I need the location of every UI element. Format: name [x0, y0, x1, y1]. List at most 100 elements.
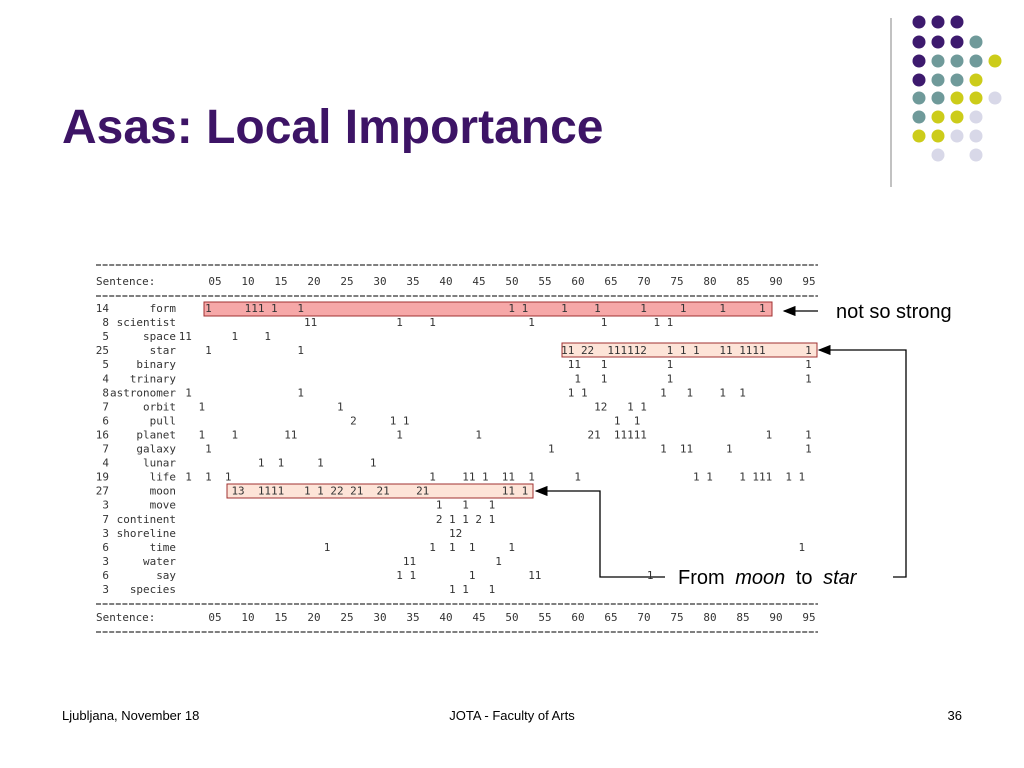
header-column: 10: [241, 611, 254, 624]
row-count: 27: [96, 485, 109, 498]
row-count: 3: [102, 527, 109, 540]
row-count: 8: [102, 386, 109, 399]
header-column: 95: [802, 275, 815, 288]
row-marks: 12: [179, 527, 463, 540]
slide-title: Asas: Local Importance: [62, 101, 604, 154]
row-word: galaxy: [136, 443, 176, 456]
row-marks: 11 1 1: [179, 330, 271, 343]
row-word: scientist: [117, 316, 176, 329]
link-text: From: [678, 567, 725, 589]
row-count: 25: [96, 344, 109, 357]
header-column: 85: [736, 275, 749, 288]
row-marks: 11 1 1 1: [179, 358, 812, 371]
row-marks: 1 1 12 1 1: [179, 400, 647, 413]
header-column: 75: [670, 611, 683, 624]
row-count: 6: [102, 569, 109, 582]
header-column: 40: [439, 275, 452, 288]
row-word: moon: [150, 485, 176, 498]
header-column: 95: [802, 611, 815, 624]
header-column: 65: [604, 275, 617, 288]
row-marks: 2 1 1 1 1: [179, 414, 641, 427]
row-word: move: [150, 499, 176, 512]
header-column: 60: [571, 611, 584, 624]
header-column: 75: [670, 275, 683, 288]
link-text: moon: [735, 567, 785, 589]
header-column: 85: [736, 611, 749, 624]
annotation-link: From moon to star: [678, 567, 858, 589]
row-count: 14: [96, 302, 110, 315]
row-count: 7: [102, 443, 109, 456]
row-count: 8: [102, 316, 109, 329]
header-column: 35: [406, 611, 419, 624]
row-marks: 2 1 1 2 1: [179, 513, 496, 526]
row-count: 4: [102, 457, 109, 470]
header-label: Sentence:: [96, 275, 155, 288]
row-word: species: [130, 583, 176, 596]
row-word: shoreline: [117, 527, 176, 540]
row-word: astronomer: [110, 386, 176, 399]
row-marks: 11 1: [179, 555, 502, 568]
header-column: 40: [439, 611, 452, 624]
row-count: 19: [96, 471, 109, 484]
row-marks: 1 1 11 22 111112 1 1 1 11 1111 1: [179, 344, 812, 357]
header-column: 50: [505, 611, 518, 624]
row-marks: 1 1 1 1 11 1 11 1 1 1 1 1 111 1 1: [179, 471, 805, 484]
header-column: 15: [274, 275, 287, 288]
header-column: 15: [274, 611, 287, 624]
connectors: [534, 305, 907, 578]
row-count: 7: [102, 400, 109, 413]
row-count: 6: [102, 414, 109, 427]
row-marks: 1 1 1: [179, 583, 496, 596]
header-column: 80: [703, 275, 716, 288]
row-marks: 1 1 1 1 1 1 1 1: [179, 386, 746, 399]
header-column: 30: [373, 611, 386, 624]
header-column: 35: [406, 275, 419, 288]
row-marks: 1 1 1 1: [179, 457, 377, 470]
row-word: binary: [136, 358, 176, 371]
row-marks: 1 1 1 11 1: [179, 569, 654, 582]
header-column: 55: [538, 611, 551, 624]
row-word: planet: [136, 428, 176, 441]
row-count: 7: [102, 513, 109, 526]
row-marks: 1 1 1 1 1 1: [179, 541, 805, 554]
row-word: trinary: [130, 372, 177, 385]
annotation-note: not so strong: [836, 301, 952, 323]
header-column: 55: [538, 275, 551, 288]
header-column: 45: [472, 611, 485, 624]
header-column: 30: [373, 275, 386, 288]
row-marks: 1 1 1: [179, 499, 496, 512]
header-column: 05: [208, 611, 221, 624]
row-marks: 1 111 1 1 1 1 1 1 1 1 1 1: [179, 302, 766, 315]
header-column: 05: [208, 275, 221, 288]
row-count: 16: [96, 428, 109, 441]
header-column: 70: [637, 611, 650, 624]
header-column: 80: [703, 611, 716, 624]
row-marks: 1 1 1 11 1 1: [179, 443, 812, 456]
link-text: star: [823, 567, 858, 589]
footer-left: Ljubljana, November 18: [62, 708, 199, 723]
row-word: orbit: [143, 400, 176, 413]
table-frame: [96, 264, 818, 633]
header-column: 20: [307, 275, 320, 288]
row-word: pull: [150, 414, 176, 427]
header-column: 20: [307, 611, 320, 624]
row-marks: 1 1 1 1: [179, 372, 812, 385]
header-label: Sentence:: [96, 611, 155, 624]
header-column: 25: [340, 611, 353, 624]
header-column: 90: [769, 275, 782, 288]
header-column: 45: [472, 275, 485, 288]
row-word: water: [143, 555, 176, 568]
header-column: 25: [340, 275, 353, 288]
row-word: time: [150, 541, 176, 554]
row-count: 5: [102, 358, 109, 371]
header-column: 90: [769, 611, 782, 624]
link-text: to: [796, 567, 813, 589]
row-count: 4: [102, 372, 109, 385]
row-marks: 13 1111 1 1 22 21 21 21 11 1: [179, 485, 529, 498]
header-column: 10: [241, 275, 254, 288]
row-word: say: [156, 569, 176, 582]
row-word: star: [150, 344, 177, 357]
footer-right: 36: [948, 708, 962, 723]
row-count: 5: [102, 330, 109, 343]
